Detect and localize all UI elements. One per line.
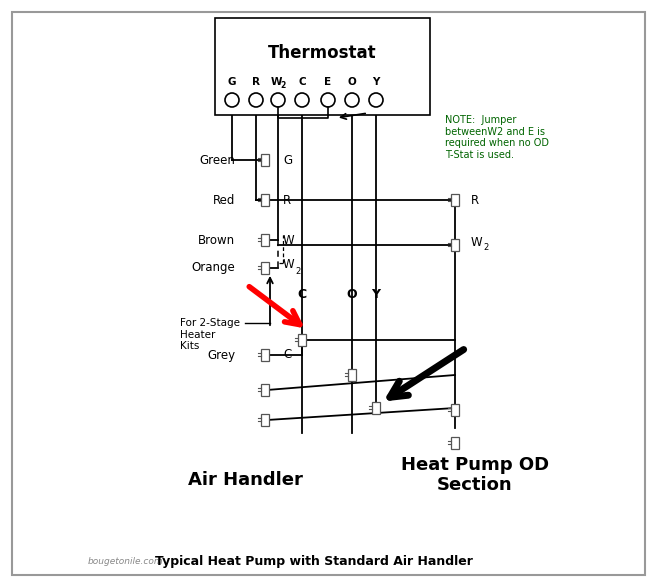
Text: Grey: Grey xyxy=(207,349,235,362)
Text: 2: 2 xyxy=(483,244,488,252)
Text: E: E xyxy=(325,77,332,87)
Text: NOTE:  Jumper
betweenW2 and E is
required when no OD
T-Stat is used.: NOTE: Jumper betweenW2 and E is required… xyxy=(445,115,549,160)
Text: bougetonile.com: bougetonile.com xyxy=(88,558,164,566)
Text: C: C xyxy=(298,288,307,302)
Text: 2: 2 xyxy=(281,80,286,89)
Text: Heat Pump OD
Section: Heat Pump OD Section xyxy=(401,456,549,494)
Circle shape xyxy=(295,93,309,107)
Text: R: R xyxy=(283,194,291,207)
Bar xyxy=(261,154,269,166)
Bar xyxy=(451,239,459,251)
Text: 2: 2 xyxy=(295,266,300,275)
Circle shape xyxy=(345,93,359,107)
Bar xyxy=(348,369,355,380)
Text: Brown: Brown xyxy=(198,234,235,247)
Bar xyxy=(261,414,269,426)
Circle shape xyxy=(249,93,263,107)
Text: Y: Y xyxy=(373,77,380,87)
Bar xyxy=(261,262,269,274)
Text: W: W xyxy=(283,258,294,272)
Bar xyxy=(451,404,459,416)
Bar xyxy=(373,403,380,413)
Circle shape xyxy=(271,93,285,107)
Text: Green: Green xyxy=(199,153,235,167)
Bar xyxy=(261,234,269,245)
Bar xyxy=(261,349,269,360)
Bar xyxy=(215,18,430,115)
Text: W: W xyxy=(270,77,282,87)
Circle shape xyxy=(369,93,383,107)
Text: Orange: Orange xyxy=(191,261,235,275)
Text: C: C xyxy=(283,349,291,362)
Bar xyxy=(451,437,459,448)
Text: Red: Red xyxy=(213,194,235,207)
Bar xyxy=(261,194,269,205)
Text: C: C xyxy=(298,77,306,87)
Text: W: W xyxy=(471,235,483,248)
Text: O: O xyxy=(348,77,356,87)
Circle shape xyxy=(225,93,239,107)
Text: G: G xyxy=(228,77,237,87)
Text: R: R xyxy=(252,77,260,87)
Text: R: R xyxy=(471,194,479,207)
Text: Y: Y xyxy=(371,288,380,302)
Bar xyxy=(451,194,459,205)
Text: G: G xyxy=(283,153,292,167)
Text: O: O xyxy=(347,288,357,302)
Bar xyxy=(261,384,269,396)
Circle shape xyxy=(321,93,335,107)
Text: Thermostat: Thermostat xyxy=(268,44,377,62)
Text: W: W xyxy=(283,234,294,247)
Text: Air Handler: Air Handler xyxy=(187,471,302,489)
Text: Typical Heat Pump with Standard Air Handler: Typical Heat Pump with Standard Air Hand… xyxy=(155,555,473,568)
Text: For 2-Stage
Heater
Kits: For 2-Stage Heater Kits xyxy=(180,318,240,351)
Bar xyxy=(298,335,306,346)
